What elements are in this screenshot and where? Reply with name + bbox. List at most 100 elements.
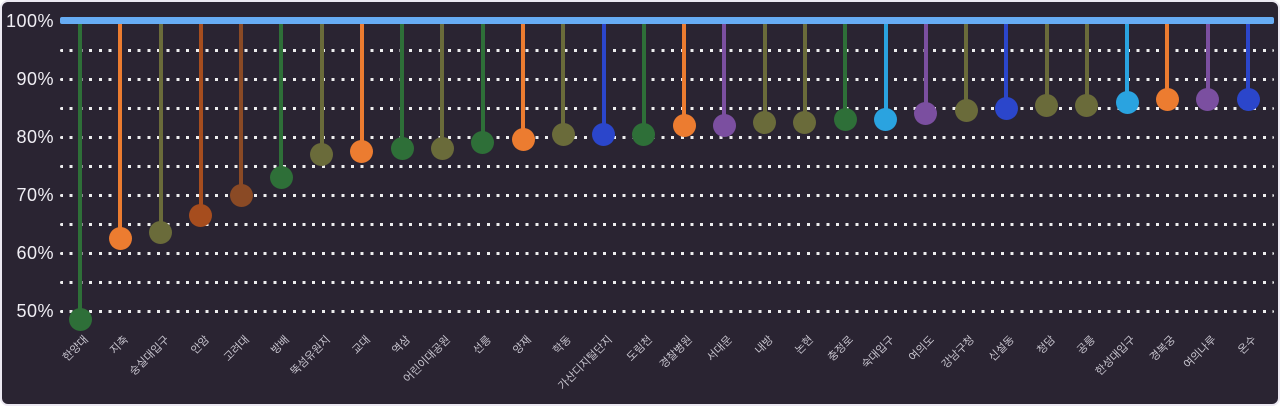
x-tick-label: 논현: [793, 333, 816, 357]
lollipop-stem: [762, 21, 767, 123]
lollipop-dot: [269, 166, 293, 190]
x-tick-label: 서대문: [705, 333, 736, 364]
x-tick-label: 청담: [1034, 333, 1058, 357]
x-tick-label: 여의도: [906, 333, 937, 364]
x-tick-label: 고려대: [222, 333, 252, 364]
y-tick-label: 60%: [16, 243, 54, 263]
lollipop-dot: [310, 142, 334, 166]
lollipop-dot: [793, 111, 817, 134]
lollipop-dot: [1196, 87, 1220, 111]
lollipop-stem: [923, 21, 928, 114]
lollipop-dot: [108, 227, 132, 250]
lollipop-dot: [954, 99, 978, 123]
lollipop-stem: [1004, 21, 1009, 108]
lollipop-dot: [753, 111, 777, 134]
gridline: [60, 135, 1274, 139]
lollipop-dot: [632, 122, 656, 146]
lollipop-dot: [471, 131, 495, 155]
gridline: [60, 77, 1274, 81]
y-tick-label: 80%: [16, 127, 54, 147]
lollipop-dot: [1035, 93, 1059, 117]
lollipop-dot: [551, 122, 575, 146]
lollipop-stem: [561, 21, 566, 135]
lollipop-dot: [914, 102, 938, 126]
gridline: [60, 193, 1274, 197]
gridline: [60, 222, 1274, 226]
lollipop-dot: [68, 308, 92, 332]
lollipop-stem: [1044, 21, 1049, 106]
x-tick-label: 숙대입구: [859, 333, 897, 372]
lollipop-dot: [672, 113, 696, 137]
x-tick-label: 도림천: [624, 333, 655, 364]
y-tick-label: 90%: [16, 69, 54, 89]
x-tick-label: 공릉: [1074, 333, 1098, 357]
lollipop-stem: [440, 21, 445, 149]
gridline: [60, 164, 1274, 168]
lollipop-dot: [149, 221, 173, 245]
lollipop-stem: [78, 21, 82, 320]
lollipop-dot: [350, 140, 374, 163]
x-tick-label: 강남구청: [939, 333, 977, 372]
x-tick-label: 온수: [1236, 333, 1259, 357]
x-tick-label: 경찰병원: [657, 333, 696, 372]
lollipop-dot: [712, 113, 736, 137]
x-tick-label: 여의나루: [1181, 333, 1219, 372]
y-tick-label: 70%: [16, 185, 54, 205]
baseline-bar: [60, 17, 1274, 24]
x-tick-label: 지축: [108, 333, 132, 357]
lollipop-stem: [158, 21, 163, 233]
gridline: [60, 309, 1274, 313]
x-tick-label: 안암: [188, 333, 212, 357]
lollipop-stem: [198, 21, 203, 216]
lollipop-stem: [1205, 21, 1210, 100]
lollipop-dot: [874, 108, 898, 132]
lollipop-stem: [843, 21, 848, 120]
lollipop-stem: [400, 21, 405, 149]
lollipop-dot: [511, 128, 535, 152]
lollipop-stem: [118, 21, 123, 239]
x-tick-label: 역삼: [390, 333, 414, 357]
lollipop-stem: [319, 21, 324, 155]
lollipop-dot: [189, 203, 213, 227]
lollipop-dot: [1155, 87, 1179, 111]
lollipop-stem: [883, 21, 888, 120]
x-tick-label: 양재: [511, 333, 534, 357]
lollipop-dot: [1236, 87, 1260, 111]
x-tick-label: 방배: [269, 333, 293, 357]
x-tick-label: 교대: [350, 333, 373, 357]
lollipop-dot: [229, 183, 253, 207]
lollipop-dot: [1075, 93, 1099, 117]
x-tick-label: 충정로: [826, 333, 857, 364]
gridline: [60, 280, 1274, 284]
lollipop-stem: [682, 21, 687, 126]
lollipop-stem: [359, 21, 364, 152]
lollipop-dot: [390, 137, 414, 161]
x-tick-label: 선릉: [470, 333, 494, 357]
gridline: [60, 106, 1274, 110]
x-tick-label: 한양대: [60, 333, 91, 364]
x-tick-label: 한성대입구: [1093, 333, 1139, 379]
lollipop-dot: [1115, 90, 1139, 114]
y-tick-label: 50%: [16, 301, 54, 321]
lollipop-stem: [601, 21, 606, 135]
lollipop-stem: [239, 21, 244, 195]
lollipop-stem: [641, 21, 646, 135]
lollipop-stem: [722, 21, 727, 126]
y-tick-label: 100%: [5, 11, 54, 31]
lollipop-stem: [1165, 21, 1170, 100]
gridline: [60, 48, 1274, 52]
lollipop-stem: [1084, 21, 1089, 106]
lollipop-stem: [279, 21, 284, 178]
x-tick-label: 숭실대입구: [127, 333, 172, 379]
lollipop-dot: [430, 137, 454, 161]
gridline: [60, 251, 1274, 255]
lollipop-stem: [802, 21, 807, 123]
x-tick-label: 신설동: [987, 333, 1018, 364]
lollipop-stem: [480, 21, 485, 143]
x-tick-label: 내방: [752, 333, 776, 357]
x-tick-label: 경복궁: [1148, 333, 1179, 364]
lollipop-stem: [964, 21, 969, 111]
lollipop-dot: [833, 108, 857, 132]
lollipop-dot: [994, 96, 1018, 120]
